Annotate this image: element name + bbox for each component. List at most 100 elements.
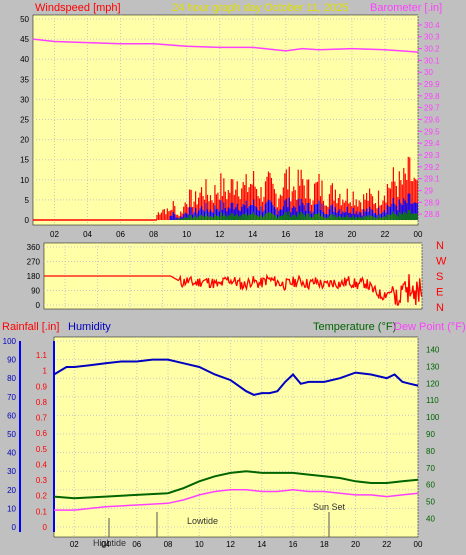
rainfall-axis-title: Rainfall [.in] (2, 321, 59, 333)
temp-x-tick-label: 02 (70, 540, 79, 549)
temperature-axis-title: Temperature (°F) (313, 321, 396, 333)
dewpoint-axis-title: Dew Point (°F) (394, 321, 466, 333)
humidity-y-tick-label: 20 (7, 486, 16, 495)
barometer-y-tick-label: 29 (424, 186, 433, 195)
wind-x-tick-label: 10 (182, 230, 191, 239)
lowtide-label: Lowtide (187, 516, 218, 526)
barometer-y-tick-label: 29.2 (424, 163, 440, 172)
wind-y-tick-label: 15 (20, 156, 29, 165)
temp-x-tick-label: 00 (414, 540, 423, 549)
wind-y-tick-label: 40 (20, 55, 29, 64)
humidity-y-tick-label: 60 (7, 411, 16, 420)
barometer-y-tick-label: 29.3 (424, 151, 440, 160)
temp-x-tick-label: 10 (195, 540, 204, 549)
barometer-y-tick-label: 30.2 (424, 45, 440, 54)
temperature-y-tick-label: 100 (426, 413, 440, 422)
temp-x-tick-label: 08 (164, 540, 173, 549)
direction-y-tick-label: 180 (27, 272, 41, 281)
wind-x-tick-label: 02 (50, 230, 59, 239)
direction-y-tick-label: 360 (27, 243, 41, 252)
humidity-line (53, 358, 419, 396)
temp-x-tick-label: 14 (257, 540, 266, 549)
rainfall-y-tick-label: 0.1 (36, 507, 48, 516)
wind-y-tick-label: 50 (20, 15, 29, 24)
chart-title: 24 hour graph day October 11, 2025 (172, 2, 349, 14)
rainfall-y-tick-label: 0 (43, 523, 48, 532)
rainfall-y-tick-label: 0.7 (36, 414, 48, 423)
wind-x-axis-labels: 02 04 06 08 10 12 14 16 18 20 22 00 (50, 230, 423, 239)
wind-x-tick-label: 14 (248, 230, 257, 239)
barometer-y-tick-label: 29.8 (424, 92, 440, 101)
wind-y-axis-labels: 0 5 10 15 20 25 30 35 40 45 50 (20, 15, 29, 225)
humidity-y-tick-label: 30 (7, 467, 16, 476)
rainfall-y-tick-label: 1 (43, 367, 48, 376)
temp-x-tick-label: 06 (132, 540, 141, 549)
temperature-y-tick-label: 110 (426, 396, 439, 405)
wind-x-tick-label: 06 (116, 230, 125, 239)
temperature-y-tick-label: 90 (426, 430, 435, 439)
wind-y-tick-label: 0 (25, 216, 30, 225)
humidity-y-tick-label: 10 (7, 504, 16, 513)
temp-humidity-plot-area (53, 336, 419, 538)
humidity-y-tick-label: 70 (7, 393, 16, 402)
wind-y-tick-label: 10 (20, 176, 29, 185)
direction-y-tick-label: 90 (31, 287, 40, 296)
temperature-y-tick-label: 140 (426, 345, 440, 354)
temp-x-tick-label: 16 (289, 540, 298, 549)
barometer-y-tick-label: 30.1 (424, 56, 440, 65)
compass-label: N (436, 240, 444, 252)
temp-x-axis-labels: 02 04 06 08 10 12 14 16 18 20 22 00 (70, 540, 423, 549)
wind-x-tick-label: 18 (314, 230, 323, 239)
barometer-y-tick-label: 28.9 (424, 198, 440, 207)
wind-y-tick-label: 5 (25, 196, 30, 205)
barometer-y-tick-label: 28.8 (424, 210, 440, 219)
wind-x-tick-label: 12 (215, 230, 224, 239)
wind-bars (33, 156, 418, 221)
direction-y-tick-label: 270 (27, 258, 41, 267)
direction-y-axis-labels: 0 90 180 270 360 (27, 243, 41, 310)
temperature-y-tick-label: 80 (426, 447, 435, 456)
barometer-y-tick-label: 30.4 (424, 21, 440, 30)
rainfall-y-tick-label: 0.8 (36, 398, 48, 407)
humidity-y-tick-label: 0 (12, 523, 17, 532)
wind-axis-title: Windspeed [mph] (35, 2, 121, 14)
wind-y-tick-label: 25 (20, 116, 29, 125)
temperature-y-tick-label: 70 (426, 464, 435, 473)
rainfall-y-axis-labels: 0 0.1 0.2 0.3 0.4 0.5 0.6 0.7 0.8 0.9 1 1.1 (36, 351, 48, 532)
barometer-y-tick-label: 30.3 (424, 33, 440, 42)
wind-x-tick-label: 22 (380, 230, 389, 239)
barometer-line (32, 38, 419, 53)
wind-x-tick-label: 20 (347, 230, 356, 239)
temperature-y-tick-label: 130 (426, 362, 440, 371)
wind-y-tick-label: 20 (20, 136, 29, 145)
tide-sun-markers: Hightide Lowtide Sun Set (93, 502, 346, 548)
humidity-y-tick-label: 90 (7, 356, 16, 365)
temperature-line (53, 470, 419, 500)
temperature-y-axis-labels: 40 50 60 70 80 90 100 110 120 130 140 (426, 345, 440, 523)
wind-x-tick-label: 00 (414, 230, 423, 239)
wind-y-tick-label: 35 (20, 75, 29, 84)
barometer-y-tick-label: 29.4 (424, 139, 440, 148)
barometer-axis-title: Barometer [.in] (370, 2, 442, 14)
rainfall-y-tick-label: 0.4 (36, 460, 48, 469)
humidity-y-tick-label: 80 (7, 374, 16, 383)
temp-plot-grid (54, 337, 419, 537)
temperature-y-tick-label: 60 (426, 481, 435, 490)
barometer-y-axis-labels: 28.8 28.9 29 29.1 29.2 29.3 29.4 29.5 29.6 29.7 29… (418, 21, 440, 219)
wind-x-tick-label: 04 (83, 230, 92, 239)
compass-label: E (436, 287, 443, 299)
wind-y-tick-label: 45 (20, 35, 29, 44)
humidity-axis-title: Humidity (68, 321, 111, 333)
compass-label: S (436, 271, 443, 283)
direction-y-tick-label: 0 (36, 301, 41, 310)
rainfall-y-tick-label: 0.6 (36, 429, 48, 438)
hightide-label: Hightide (93, 538, 126, 548)
barometer-y-tick-label: 29.5 (424, 127, 440, 136)
wind-y-tick-label: 30 (20, 95, 29, 104)
dewpoint-line (54, 489, 419, 511)
wind-x-tick-label: 16 (281, 230, 290, 239)
humidity-y-tick-label: 50 (7, 430, 16, 439)
